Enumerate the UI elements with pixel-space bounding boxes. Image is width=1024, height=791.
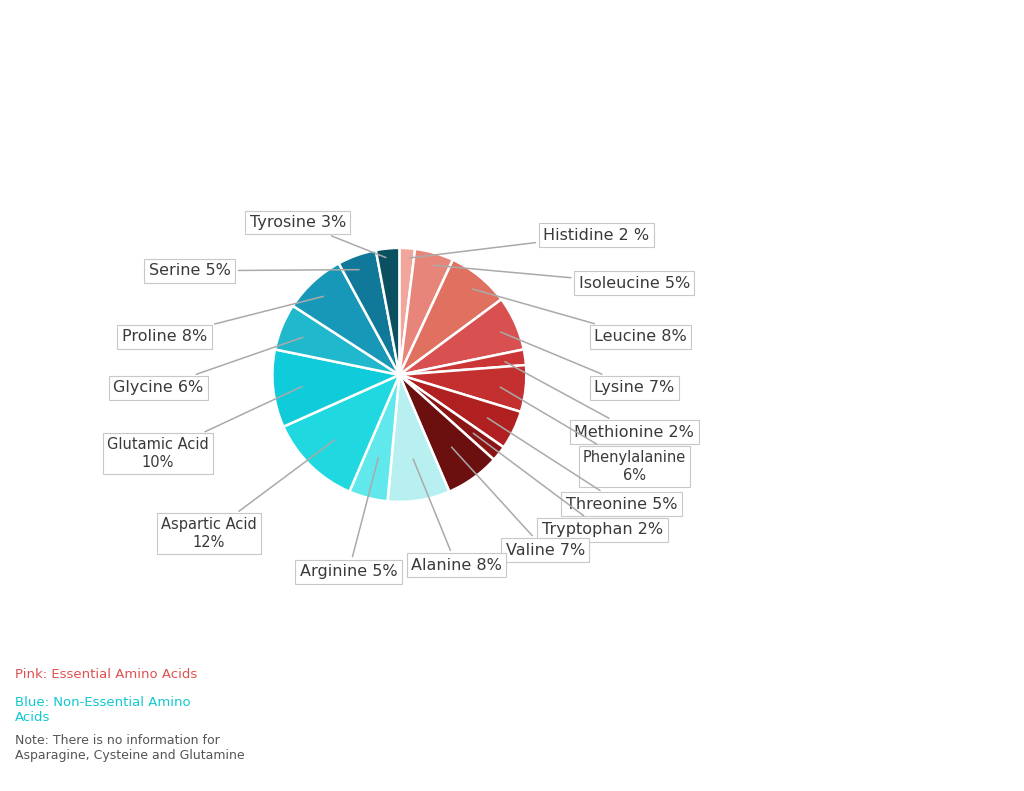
Wedge shape [284, 375, 399, 492]
Wedge shape [399, 259, 502, 375]
Wedge shape [399, 375, 504, 460]
Text: Lysine 7%: Lysine 7% [501, 332, 675, 395]
Text: Arginine 5%: Arginine 5% [300, 457, 397, 579]
Text: Aspartic Acid
12%: Aspartic Acid 12% [161, 440, 335, 550]
Text: Tryptophan 2%: Tryptophan 2% [473, 433, 664, 537]
Text: Valine 7%: Valine 7% [452, 447, 585, 558]
Wedge shape [399, 299, 523, 375]
Text: Threonine 5%: Threonine 5% [487, 418, 677, 512]
Wedge shape [399, 248, 415, 375]
Text: Isoleucine 5%: Isoleucine 5% [434, 265, 690, 291]
Text: Histidine 2 %: Histidine 2 % [410, 228, 649, 258]
Wedge shape [349, 375, 399, 501]
Wedge shape [275, 306, 399, 375]
Wedge shape [376, 248, 399, 375]
Wedge shape [399, 365, 526, 412]
Wedge shape [399, 249, 453, 375]
Text: Tyrosine 3%: Tyrosine 3% [250, 215, 386, 258]
Wedge shape [272, 350, 399, 426]
Text: Alanine 8%: Alanine 8% [411, 459, 502, 573]
Wedge shape [387, 375, 450, 501]
Text: Glycine 6%: Glycine 6% [113, 337, 303, 395]
Wedge shape [399, 375, 494, 492]
Text: Methionine 2%: Methionine 2% [505, 361, 694, 440]
Wedge shape [399, 375, 521, 447]
Wedge shape [399, 350, 526, 375]
Wedge shape [339, 250, 399, 375]
Wedge shape [293, 263, 399, 375]
Text: Serine 5%: Serine 5% [148, 263, 359, 278]
Text: Note: There is no information for
Asparagine, Cysteine and Glutamine: Note: There is no information for Aspara… [15, 734, 245, 762]
Text: Proline 8%: Proline 8% [122, 297, 324, 344]
Text: Phenylalanine
6%: Phenylalanine 6% [500, 387, 686, 483]
Text: Leucine 8%: Leucine 8% [473, 289, 687, 344]
Text: Blue: Non-Essential Amino
Acids: Blue: Non-Essential Amino Acids [15, 696, 191, 724]
Text: Glutamic Acid
10%: Glutamic Acid 10% [108, 387, 302, 470]
Text: Pink: Essential Amino Acids: Pink: Essential Amino Acids [15, 668, 198, 681]
